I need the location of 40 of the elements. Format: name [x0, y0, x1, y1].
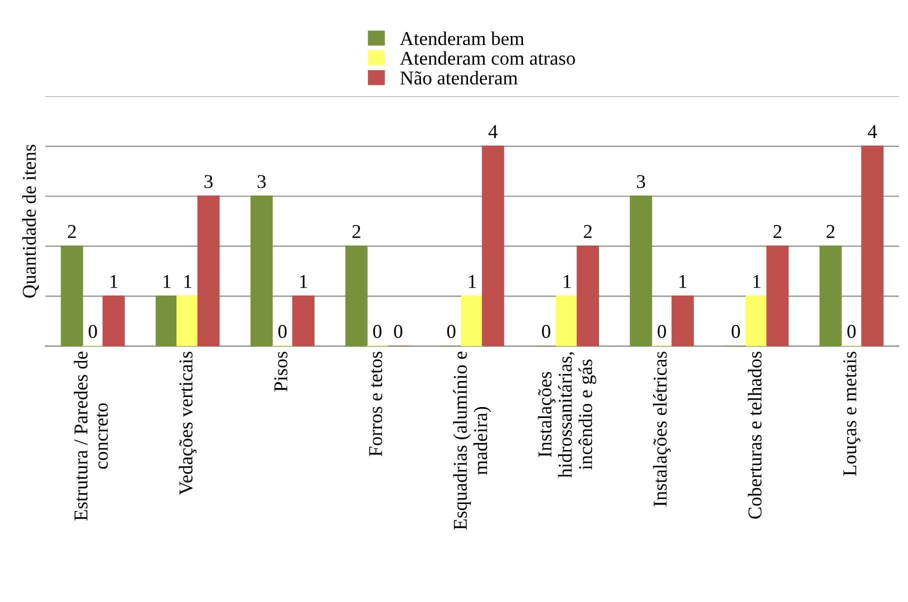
- x-tick-label: Vedações verticais: [178, 352, 196, 495]
- legend-label: Atenderam bem: [400, 31, 524, 46]
- data-label: 1: [300, 275, 308, 288]
- x-tick-label: Instalações elétricas: [653, 352, 671, 506]
- data-label: 0: [447, 324, 456, 338]
- data-label: 0: [847, 324, 856, 338]
- data-label: 4: [868, 125, 877, 138]
- data-label: 0: [732, 324, 740, 338]
- data-label: 1: [564, 275, 571, 288]
- data-label: 1: [680, 275, 686, 288]
- legend-label: Não atenderam: [400, 70, 518, 85]
- data-label: 1: [164, 275, 170, 288]
- data-label: 0: [542, 324, 550, 338]
- data-label: 2: [826, 225, 834, 238]
- x-tick-label: Estrutura / Paredes de concreto: [74, 352, 108, 521]
- data-label: 2: [68, 225, 76, 238]
- data-label: 0: [394, 324, 402, 338]
- data-label: 0: [658, 324, 666, 338]
- legend-label: Atenderam com atraso: [400, 51, 575, 65]
- data-label: 1: [754, 275, 760, 288]
- data-label: 0: [278, 324, 287, 338]
- data-label: 1: [110, 275, 118, 288]
- x-tick-label: Coberturas e telhados: [748, 352, 762, 519]
- data-label: 3: [637, 175, 646, 188]
- data-label: 3: [204, 175, 213, 188]
- data-label: 0: [88, 324, 97, 338]
- y-axis-title: Quantidade de itens: [22, 144, 39, 298]
- x-tick-label: Instalações hidrossanitárias, incêndio e gás: [538, 352, 596, 478]
- x-tick-label: Forros e tetos: [369, 352, 382, 456]
- data-label: 2: [352, 225, 360, 238]
- data-label: 4: [488, 125, 498, 138]
- data-label: 1: [184, 275, 192, 288]
- data-label: 2: [584, 225, 592, 238]
- x-tick-label: Pisos: [274, 352, 288, 392]
- data-label: 0: [373, 324, 382, 338]
- data-label: 1: [469, 275, 476, 288]
- x-tick-label: Louças e metais: [843, 352, 860, 476]
- x-tick-label: Esquadrias (alumínio e madeira): [453, 352, 492, 530]
- data-label: 2: [774, 225, 782, 238]
- data-label: 3: [258, 175, 266, 188]
